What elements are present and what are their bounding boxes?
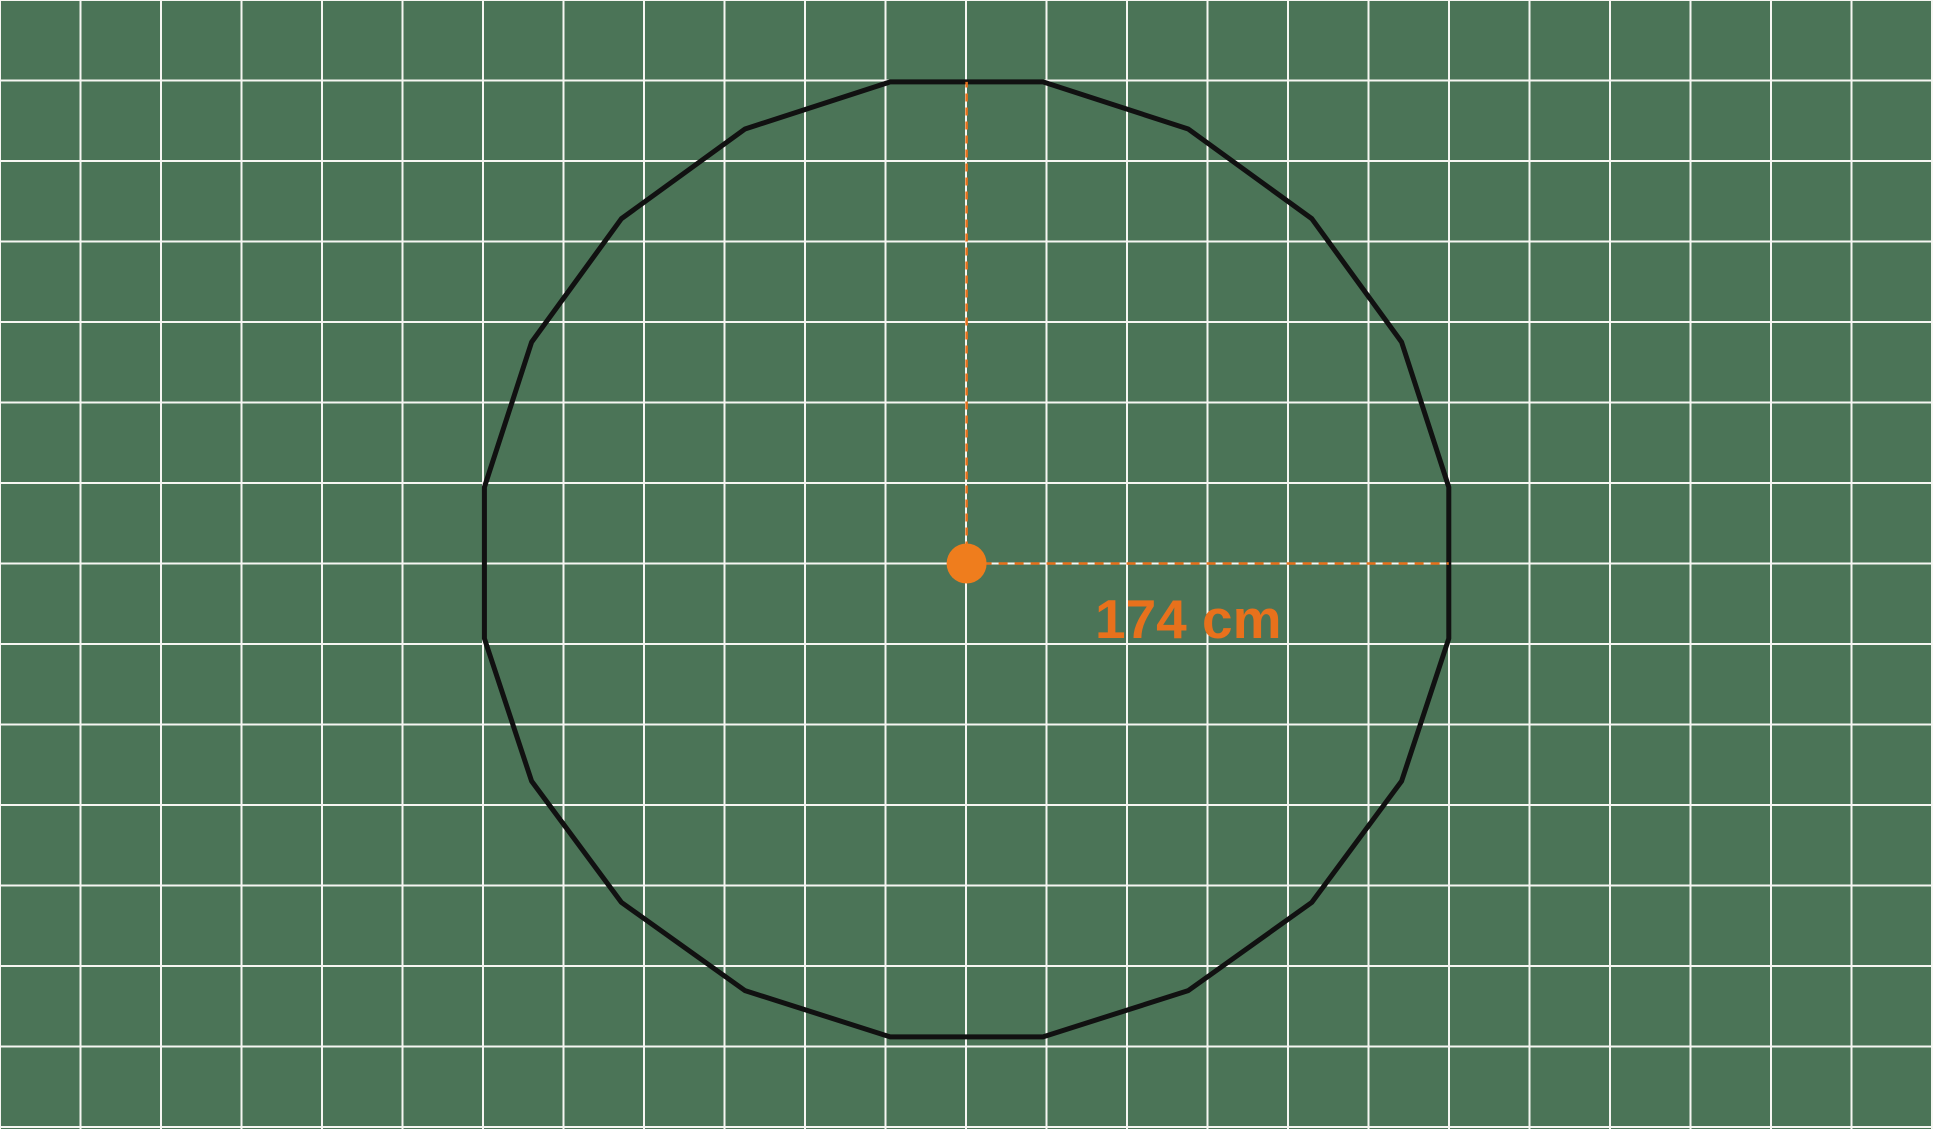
svg-text:174 cm: 174 cm (1095, 588, 1282, 650)
